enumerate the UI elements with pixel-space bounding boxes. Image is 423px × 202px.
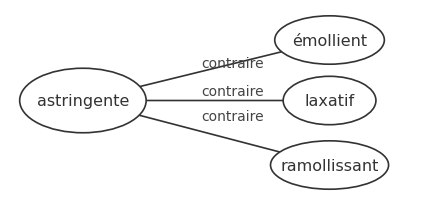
Text: astringente: astringente	[37, 94, 129, 108]
Text: laxatif: laxatif	[305, 94, 354, 108]
Text: émollient: émollient	[292, 33, 367, 48]
Text: contraire: contraire	[201, 85, 264, 99]
Text: contraire: contraire	[201, 109, 264, 123]
Text: contraire: contraire	[201, 57, 264, 71]
Text: ramollissant: ramollissant	[280, 158, 379, 173]
Ellipse shape	[275, 17, 385, 65]
Ellipse shape	[283, 77, 376, 125]
Ellipse shape	[271, 141, 389, 189]
Ellipse shape	[19, 69, 146, 133]
